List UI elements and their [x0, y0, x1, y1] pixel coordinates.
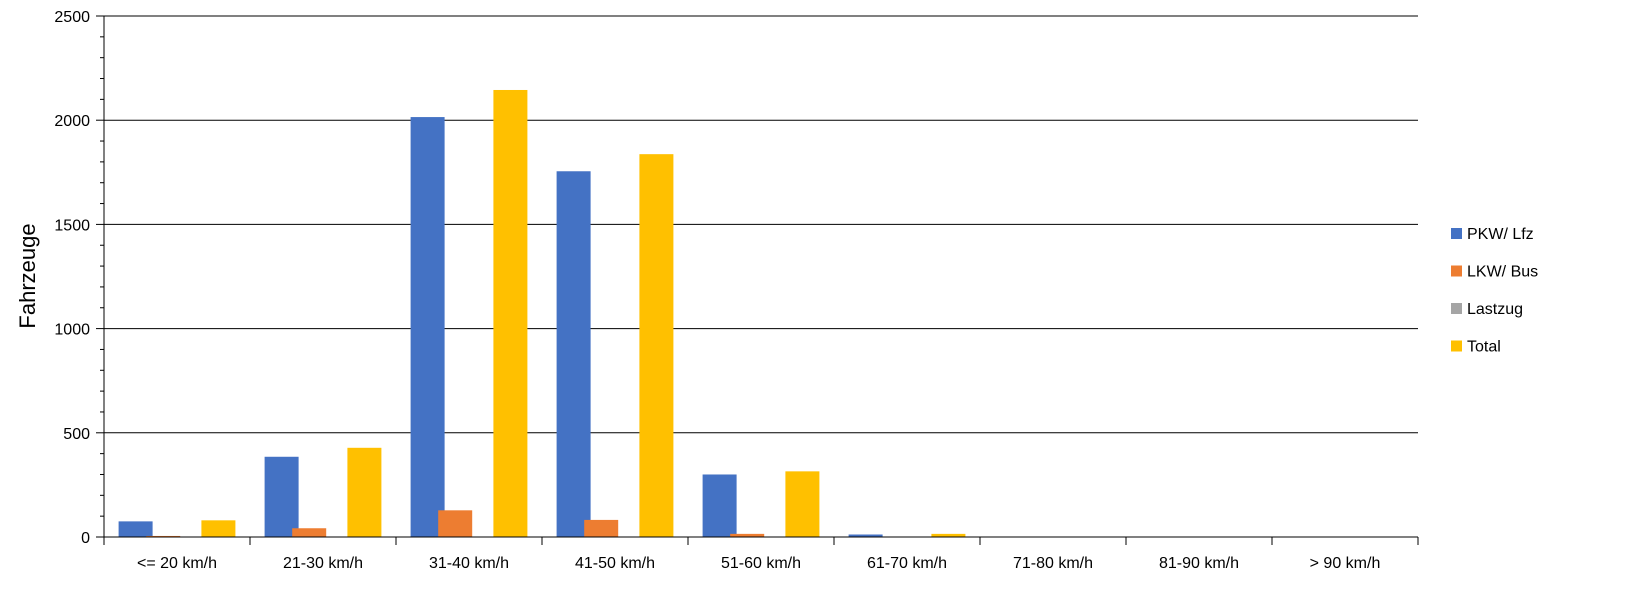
x-tick-label: 71-80 km/h	[1013, 555, 1093, 572]
bar-total-2	[493, 89, 528, 537]
x-tick-label: 51-60 km/h	[721, 555, 801, 572]
legend-item: Total	[1451, 339, 1501, 356]
legend-label: Lastzug	[1467, 301, 1523, 318]
legend-swatch	[1451, 340, 1462, 352]
legend-item: LKW/ Bus	[1451, 264, 1538, 281]
y-tick-label: 2000	[54, 113, 90, 130]
x-tick-label: 61-70 km/h	[867, 555, 947, 572]
legend-label: Total	[1467, 339, 1501, 356]
axes	[96, 15, 1419, 545]
legend-item: Lastzug	[1451, 301, 1523, 318]
legend-item: PKW/ Lfz	[1451, 226, 1534, 243]
legend-label: LKW/ Bus	[1467, 264, 1538, 281]
legend: PKW/ Lfz LKW/ Bus Lastzug Total	[1451, 226, 1538, 356]
x-tick-label: <= 20 km/h	[137, 555, 217, 572]
legend-swatch	[1451, 265, 1462, 277]
legend-label: PKW/ Lfz	[1467, 226, 1534, 243]
x-tick-label: 21-30 km/h	[283, 555, 363, 572]
y-tick-label: 2500	[54, 9, 90, 26]
x-tick-labels: <= 20 km/h 21-30 km/h 31-40 km/h 41-50 km/h…	[137, 555, 1380, 572]
bar-pkwlfz-5	[848, 534, 883, 537]
bar-total-5	[931, 533, 966, 537]
legend-swatch	[1451, 228, 1462, 239]
bar-lkwbus-3	[584, 519, 619, 537]
bar-pkwlfz-3	[556, 171, 591, 537]
bars	[118, 89, 966, 538]
bar-pkwlfz-4	[702, 474, 737, 537]
bar-lkwbus-2	[438, 510, 473, 537]
bar-lkwbus-4	[730, 533, 765, 537]
y-tick-label: 0	[81, 530, 90, 547]
y-tick-label: 1000	[54, 322, 90, 339]
x-tick-label: 31-40 km/h	[429, 555, 509, 572]
bar-total-0	[201, 520, 236, 537]
legend-swatch	[1451, 303, 1462, 314]
bar-pkwlfz-1	[264, 456, 299, 537]
bar-lkwbus-1	[292, 528, 327, 537]
x-tick-label: 81-90 km/h	[1159, 555, 1239, 572]
gridlines	[104, 15, 1418, 434]
x-tick-label: > 90 km/h	[1310, 555, 1381, 572]
y-axis-title: Fahrzeuge	[15, 223, 40, 328]
bar-pkwlfz-2	[410, 117, 445, 537]
y-tick-labels: 0 500 1000 1500 2000 2500	[54, 9, 90, 547]
bar-total-3	[639, 154, 674, 538]
y-tick-label: 1500	[54, 217, 90, 234]
bar-total-4	[785, 471, 820, 537]
bar-total-1	[347, 447, 382, 537]
bar-pkwlfz-0	[118, 521, 153, 537]
y-tick-label: 500	[63, 426, 90, 443]
x-tick-label: 41-50 km/h	[575, 555, 655, 572]
bar-lkwbus-0	[146, 535, 181, 537]
